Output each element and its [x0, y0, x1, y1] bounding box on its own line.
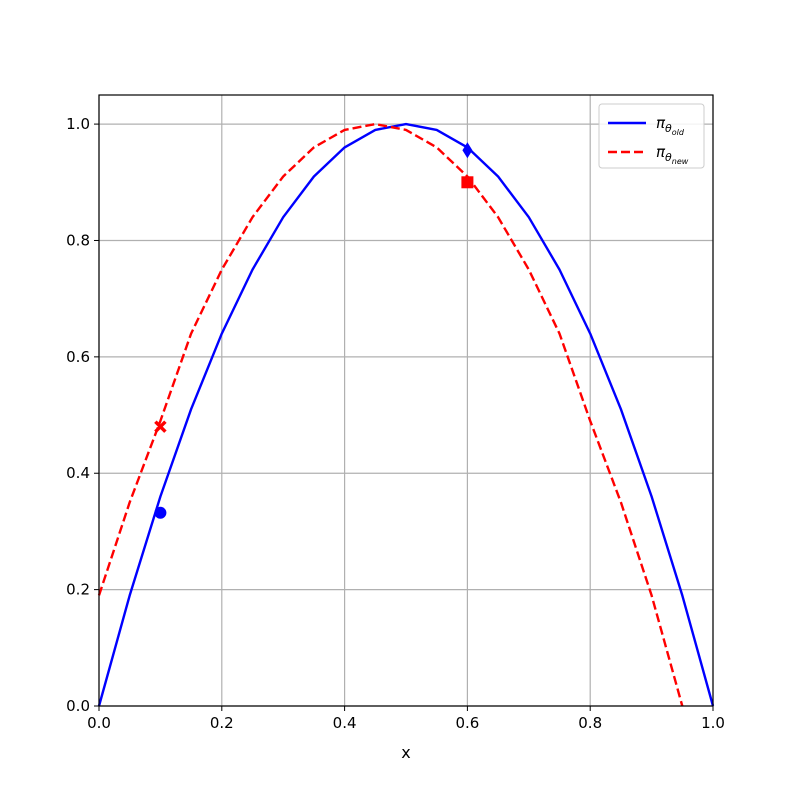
x-axis-label: x: [401, 743, 410, 762]
series-layer: [97, 122, 715, 707]
plot-frame: [98, 94, 714, 707]
x-tick-label: 1.0: [701, 714, 725, 732]
y-tick-label: 0.4: [66, 464, 90, 482]
y-tick-label: 0.0: [66, 697, 90, 715]
y-tick-label: 1.0: [66, 115, 90, 133]
x-tick-label: 0.8: [578, 714, 602, 732]
y-tick-label: 0.2: [66, 581, 90, 599]
legend-label-new: πθnew: [656, 143, 689, 166]
ticks: 0.0 0.2 0.4 0.6 0.8 1.0 0.0 0.2 0.4 0.6 0.8 1.0: [66, 115, 725, 732]
legend-label-old: πθold: [656, 114, 685, 137]
marker-new-at-0.1: [154, 420, 167, 433]
marker-old-at-0.1: [154, 506, 167, 519]
y-tick-label: 0.6: [66, 348, 90, 366]
marker-layer: [154, 142, 474, 519]
marker-new-at-0.6: [461, 176, 474, 189]
grid: [98, 95, 714, 707]
x-tick-label: 0.2: [210, 714, 234, 732]
x-tick-label: 0.4: [333, 714, 357, 732]
marker-old-at-0.6: [462, 142, 473, 159]
y-tick-label: 0.8: [66, 231, 90, 249]
x-tick-label: 0.6: [455, 714, 479, 732]
x-tick-label: 0.0: [87, 714, 111, 732]
series-line-old: [97, 122, 715, 707]
legend: πθold πθnew: [598, 103, 705, 169]
series-line-new: [97, 122, 684, 707]
